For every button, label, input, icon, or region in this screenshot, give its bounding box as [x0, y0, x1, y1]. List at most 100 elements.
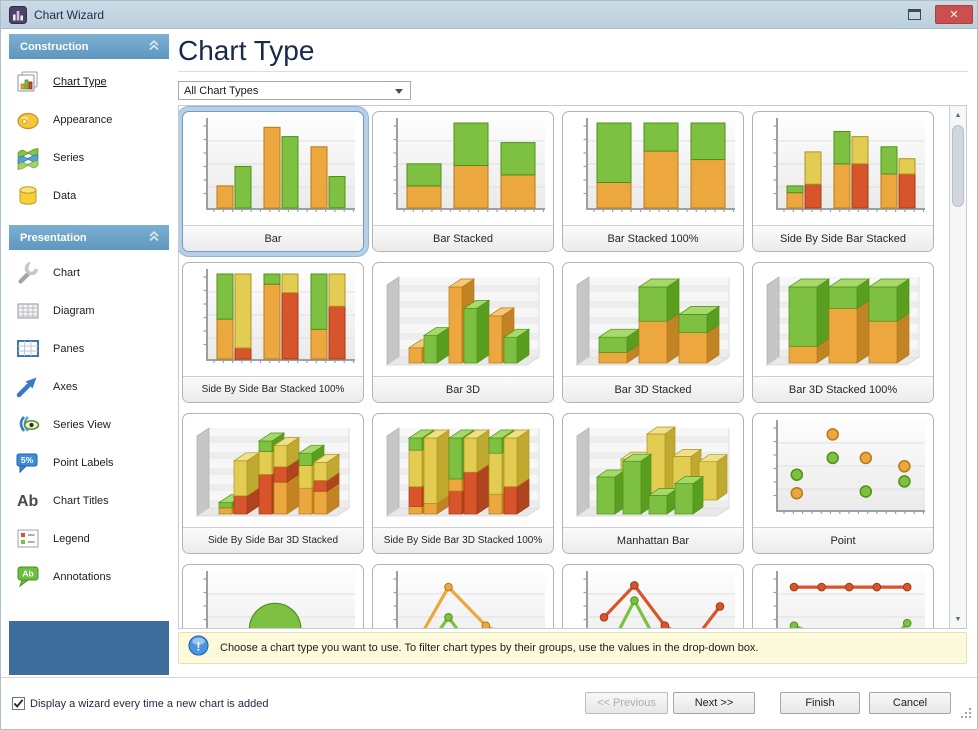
maximize-button[interactable]	[908, 9, 921, 20]
page-title: Chart Type	[178, 35, 315, 66]
tile-side-by-side-bar-3d-stacked-100[interactable]: Side By Side Bar 3D Stacked 100%	[372, 413, 554, 554]
sidebar-item-label: Panes	[53, 343, 85, 355]
sidebar-item-label: Chart Type	[53, 76, 107, 88]
svg-text:Ab: Ab	[17, 493, 39, 510]
title-separator	[178, 71, 968, 72]
tile-thumbnail	[195, 427, 351, 517]
tile-bar-stacked[interactable]: Bar Stacked	[372, 111, 554, 252]
collapse-chevron-icon[interactable]	[148, 230, 160, 245]
tile-point[interactable]: Point	[752, 413, 934, 554]
sidebar-item-appearance[interactable]: Appearance	[9, 101, 169, 139]
scrollbar-thumb[interactable]	[952, 125, 964, 207]
vertical-scrollbar[interactable]: ▲ ▼	[949, 106, 966, 628]
tile-thumbnail	[583, 118, 735, 212]
scroll-up-arrow-icon[interactable]: ▲	[954, 111, 962, 119]
tile-thumbnail	[203, 118, 355, 212]
point-labels-icon: 5%	[9, 450, 47, 476]
tile-label: Bar	[183, 225, 363, 251]
sidebar-item-label: Chart	[53, 267, 80, 279]
footer-separator	[1, 677, 977, 678]
tile-thumbnail	[773, 420, 925, 514]
tile-thumbnail	[203, 571, 355, 628]
collapse-chevron-icon[interactable]	[148, 39, 160, 54]
tile-label: Bar 3D Stacked	[563, 376, 743, 402]
sidebar-item-annotations[interactable]: Ab Annotations	[9, 558, 169, 596]
sidebar-item-chart[interactable]: Chart	[9, 254, 169, 292]
data-icon	[9, 183, 47, 209]
chart-type-grid: Bar Bar Stacked Bar Stacked 100% Side By Si…	[182, 111, 934, 628]
chart-type-filter-select[interactable]: All Chart Types	[178, 81, 411, 100]
tile-thumbnail	[773, 571, 925, 628]
chart-icon	[9, 260, 47, 286]
sidebar-group-label: Presentation	[20, 231, 87, 244]
chevron-down-icon	[395, 89, 403, 94]
sidebar-item-axes[interactable]: Axes	[9, 368, 169, 406]
diagram-icon	[9, 298, 47, 324]
sidebar-item-legend[interactable]: Legend	[9, 520, 169, 558]
sidebar-item-series[interactable]: Series	[9, 139, 169, 177]
annotations-icon: Ab	[9, 564, 47, 590]
sidebar-item-label: Appearance	[53, 114, 113, 126]
next-button[interactable]: Next >>	[673, 692, 755, 714]
tile-bar-stacked-100[interactable]: Bar Stacked 100%	[562, 111, 744, 252]
sidebar-item-diagram[interactable]: Diagram	[9, 292, 169, 330]
tile-thumbnail	[583, 571, 735, 628]
tile-side-by-side-bar-stacked-100[interactable]: Side By Side Bar Stacked 100%	[182, 262, 364, 403]
tile-partial-14[interactable]	[372, 564, 554, 628]
sidebar-item-label: Annotations	[53, 571, 112, 583]
tile-partial-15[interactable]	[562, 564, 744, 628]
legend-icon	[9, 526, 47, 552]
tile-bar-3d-stacked[interactable]: Bar 3D Stacked	[562, 262, 744, 403]
sidebar-item-label: Point Labels	[53, 457, 114, 469]
tile-manhattan-bar[interactable]: Manhattan Bar	[562, 413, 744, 554]
svg-text:Ab: Ab	[22, 569, 33, 579]
tile-bar[interactable]: Bar	[182, 111, 364, 252]
tile-label: Manhattan Bar	[563, 527, 743, 553]
sidebar-item-chart-titles[interactable]: Ab Chart Titles	[9, 482, 169, 520]
tile-bar-3d[interactable]: Bar 3D	[372, 262, 554, 403]
sidebar-item-label: Series View	[53, 419, 111, 431]
scroll-down-arrow-icon[interactable]: ▼	[954, 615, 962, 623]
tile-label: Bar Stacked	[373, 225, 553, 251]
tile-partial-16[interactable]	[752, 564, 934, 628]
series-view-icon	[9, 412, 47, 438]
chart-type-filter-value: All Chart Types	[184, 84, 259, 97]
info-icon: !	[188, 635, 209, 661]
cancel-button[interactable]: Cancel	[869, 692, 951, 714]
sidebar-item-data[interactable]: Data	[9, 177, 169, 215]
display-wizard-checkbox[interactable]	[12, 697, 25, 710]
tile-label: Bar 3D	[373, 376, 553, 402]
tile-bar-3d-stacked-100[interactable]: Bar 3D Stacked 100%	[752, 262, 934, 403]
tile-label: Side By Side Bar Stacked	[753, 225, 933, 251]
panes-icon	[9, 336, 47, 362]
resize-grip[interactable]	[960, 706, 972, 724]
wizard-sidebar: Construction Chart Type Appearance Series Da…	[9, 34, 169, 596]
sidebar-item-series-view[interactable]: Series View	[9, 406, 169, 444]
info-bar: ! Choose a chart type you want to use. T…	[178, 632, 967, 664]
finish-button[interactable]: Finish	[780, 692, 860, 714]
tile-side-by-side-bar-3d-stacked[interactable]: Side By Side Bar 3D Stacked	[182, 413, 364, 554]
tile-label: Side By Side Bar 3D Stacked 100%	[373, 527, 553, 553]
tile-thumbnail	[575, 276, 731, 366]
sidebar-item-point-labels[interactable]: 5% Point Labels	[9, 444, 169, 482]
tile-thumbnail	[385, 276, 541, 366]
sidebar-group-construction[interactable]: Construction	[9, 34, 169, 59]
sidebar-group-presentation[interactable]: Presentation	[9, 225, 169, 250]
tile-label: Side By Side Bar Stacked 100%	[183, 376, 363, 402]
tile-side-by-side-bar-stacked[interactable]: Side By Side Bar Stacked	[752, 111, 934, 252]
sidebar-bottom-panel	[9, 621, 169, 675]
previous-button[interactable]: << Previous	[585, 692, 668, 714]
display-wizard-checkbox-label: Display a wizard every time a new chart …	[30, 698, 269, 710]
tile-partial-13[interactable]	[182, 564, 364, 628]
tile-thumbnail	[203, 269, 355, 363]
sidebar-item-panes[interactable]: Panes	[9, 330, 169, 368]
tile-label: Side By Side Bar 3D Stacked	[183, 527, 363, 553]
svg-text:5%: 5%	[21, 455, 34, 465]
chart-titles-icon: Ab	[9, 488, 47, 514]
sidebar-group-gap	[9, 215, 169, 225]
sidebar-item-chart-type[interactable]: Chart Type	[9, 63, 169, 101]
tile-label: Point	[753, 527, 933, 553]
tile-label: Bar Stacked 100%	[563, 225, 743, 251]
close-button[interactable]: ✕	[935, 5, 973, 24]
tile-thumbnail	[393, 571, 545, 628]
